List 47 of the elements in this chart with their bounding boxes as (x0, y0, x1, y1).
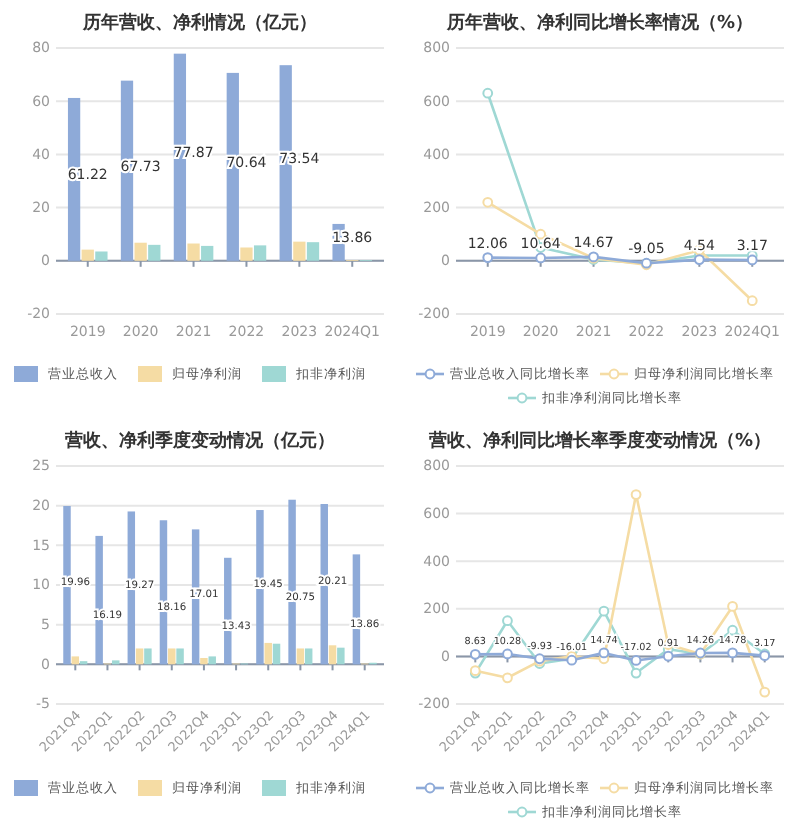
point (630, 655, 642, 666)
point (759, 686, 771, 698)
bar (293, 241, 306, 261)
bar (95, 251, 108, 261)
bar (148, 244, 161, 261)
point (727, 601, 738, 612)
bar (134, 242, 147, 261)
bar (272, 643, 281, 665)
bar (135, 648, 144, 665)
point (502, 672, 513, 684)
bar (264, 642, 272, 665)
point (482, 252, 494, 263)
point (482, 196, 494, 208)
point (746, 254, 758, 266)
bar (176, 648, 184, 665)
bar (306, 242, 320, 261)
bar (187, 243, 200, 261)
point (482, 87, 494, 99)
point (502, 648, 513, 660)
bar (208, 656, 216, 665)
bar (328, 645, 337, 665)
bar (144, 648, 152, 665)
bar (201, 245, 214, 261)
chart-title: 历年营收、净利同比增长率情况（%） (444, 12, 754, 34)
point (630, 489, 642, 500)
point (662, 650, 674, 662)
bar (253, 245, 267, 261)
bar (81, 249, 94, 261)
point (630, 667, 642, 679)
point (727, 647, 738, 659)
point (502, 615, 513, 627)
point (535, 252, 547, 264)
bar (337, 647, 345, 665)
point (746, 295, 758, 307)
point (598, 647, 610, 659)
chart-title: 营收、净利同比增长率季度变动情况（%） (426, 430, 772, 452)
bar (200, 657, 208, 665)
bar (304, 648, 313, 665)
bar (240, 247, 253, 261)
chart-title: 营收、净利季度变动情况（亿元） (63, 430, 335, 452)
point (727, 624, 738, 636)
point (469, 648, 481, 660)
point (598, 605, 610, 617)
chart-title: 历年营收、净利情况（亿元） (81, 12, 317, 34)
bar (296, 648, 305, 665)
bar (71, 656, 80, 665)
bar (168, 648, 176, 665)
